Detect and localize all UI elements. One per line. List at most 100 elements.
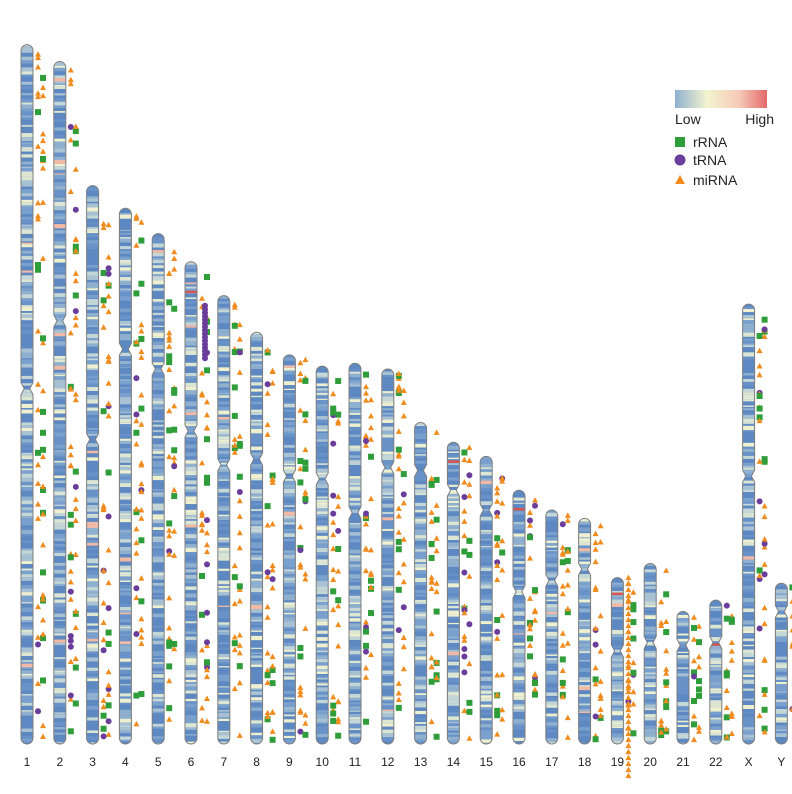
mirna-marker [625,730,632,737]
mirna-marker [559,642,566,648]
mirna-marker [40,591,46,598]
chromosome-label-17: 17 [545,755,559,769]
mirna-marker [199,369,205,376]
rrna-marker [395,546,402,553]
mirna-marker [625,640,632,647]
rrna-marker [138,280,145,287]
mirna-marker [625,592,632,599]
mirna-marker [105,280,112,287]
mirna-marker [269,653,276,660]
mirna-marker [433,658,440,665]
mirna-marker [302,575,309,582]
mirna-marker [728,730,735,737]
rrna-marker [35,266,41,273]
mirna-marker [302,417,309,424]
mirna-marker [428,509,435,515]
rrna-marker [663,629,670,636]
mirna-marker [658,722,665,728]
rrna-marker [166,639,173,646]
mirna-marker [625,718,632,725]
mirna-marker [400,578,407,585]
mirna-marker [100,636,107,643]
mirna-marker [40,453,46,460]
mirna-marker [171,645,178,652]
mirna-marker [433,502,440,508]
mirna-marker [564,714,571,721]
mirna-marker [204,673,210,680]
rrna-marker [133,290,140,297]
trna-marker [461,645,468,652]
mirna-marker [204,642,210,649]
rrna-marker [204,659,210,666]
mirna-marker [499,537,506,544]
mirna-marker [138,615,145,622]
rrna-marker [723,670,730,677]
mirna-marker [663,666,670,672]
trna-marker [204,609,210,616]
mirna-marker [166,677,173,684]
mirna-marker [625,760,632,767]
density-high-label: High [745,111,774,127]
rrna-marker [204,479,210,486]
mirna-marker [494,691,501,698]
mirna-marker [494,498,501,504]
mirna-marker [494,562,501,569]
mirna-marker [625,664,632,671]
mirna-marker [35,143,41,149]
mirna-marker [133,594,140,601]
rrna-marker [297,644,304,651]
rrna-marker [231,445,238,452]
mirna-marker [72,314,79,321]
rrna-marker [171,305,178,312]
rrna-marker [269,680,276,687]
mirna-marker [264,667,271,673]
mirna-marker [728,657,735,663]
mirna-marker [204,666,210,673]
rrna-marker [696,678,702,685]
mirna-marker [138,348,145,354]
rrna-marker [461,449,468,456]
rrna-marker [696,686,702,693]
trna-marker [461,669,468,676]
mirna-marker [35,64,41,70]
mirna-marker [264,603,271,610]
mirna-marker [231,646,238,653]
rrna-marker [302,377,309,384]
mirna-marker [395,465,402,472]
mirna-marker [723,704,730,711]
mirna-marker [532,608,538,615]
mirna-marker [728,639,735,646]
mirna-marker [630,589,637,595]
mirna-marker [133,440,140,447]
mirna-marker [761,604,768,611]
rrna-marker [138,405,145,412]
mirna-marker [625,634,632,641]
rrna-marker [428,678,435,685]
density-bands [709,600,722,744]
mirna-marker [138,321,145,328]
mirna-marker [363,397,369,403]
mirna-marker [494,635,501,641]
rrna-marker [204,273,210,280]
rrna-marker [663,704,670,711]
mirna-marker [133,417,140,424]
rrna-marker [691,669,697,676]
mirna-marker [100,703,107,710]
mirna-marker [564,734,571,740]
mirna-marker [171,255,178,261]
trna-marker [67,643,74,650]
mirna-marker [728,713,735,719]
rrna-marker [592,736,599,743]
mirna-marker [171,528,178,534]
mirna-marker [761,620,768,627]
mirna-marker [663,567,670,573]
mirna-marker [691,636,697,642]
mirna-marker [625,652,632,659]
mirna-marker [789,706,792,712]
rrna-marker [204,436,210,443]
mirna-marker [428,663,435,669]
mirna-marker [564,512,571,518]
rrna-marker [138,691,145,698]
trna-marker [72,308,79,315]
trna-marker [236,489,243,496]
